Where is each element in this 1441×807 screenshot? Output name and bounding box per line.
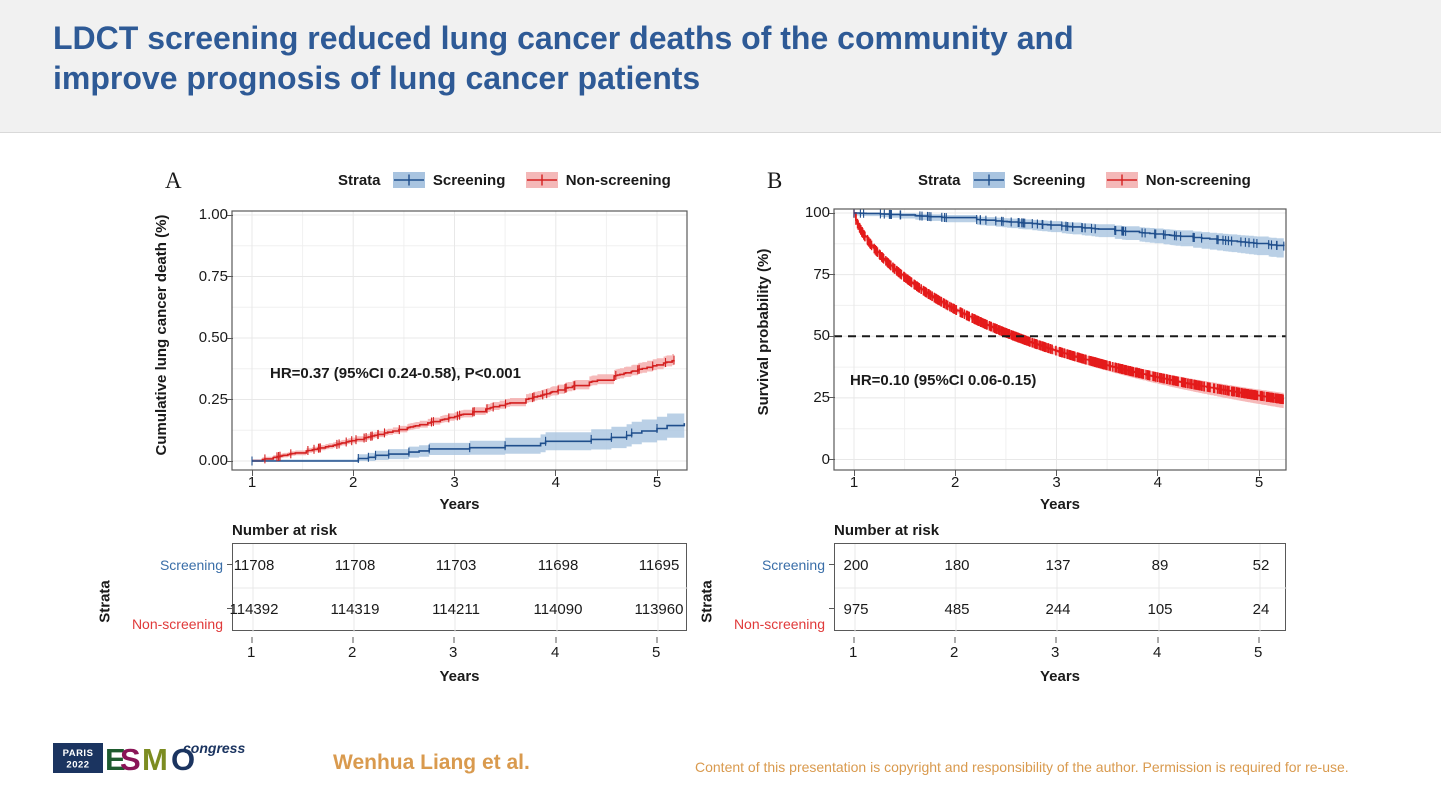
svg-text:M: M xyxy=(142,743,168,777)
svg-text:congress: congress xyxy=(183,743,245,756)
svg-text:PARIS: PARIS xyxy=(63,748,94,759)
svg-text:2022: 2022 xyxy=(66,760,89,771)
svg-text:S: S xyxy=(120,743,141,777)
